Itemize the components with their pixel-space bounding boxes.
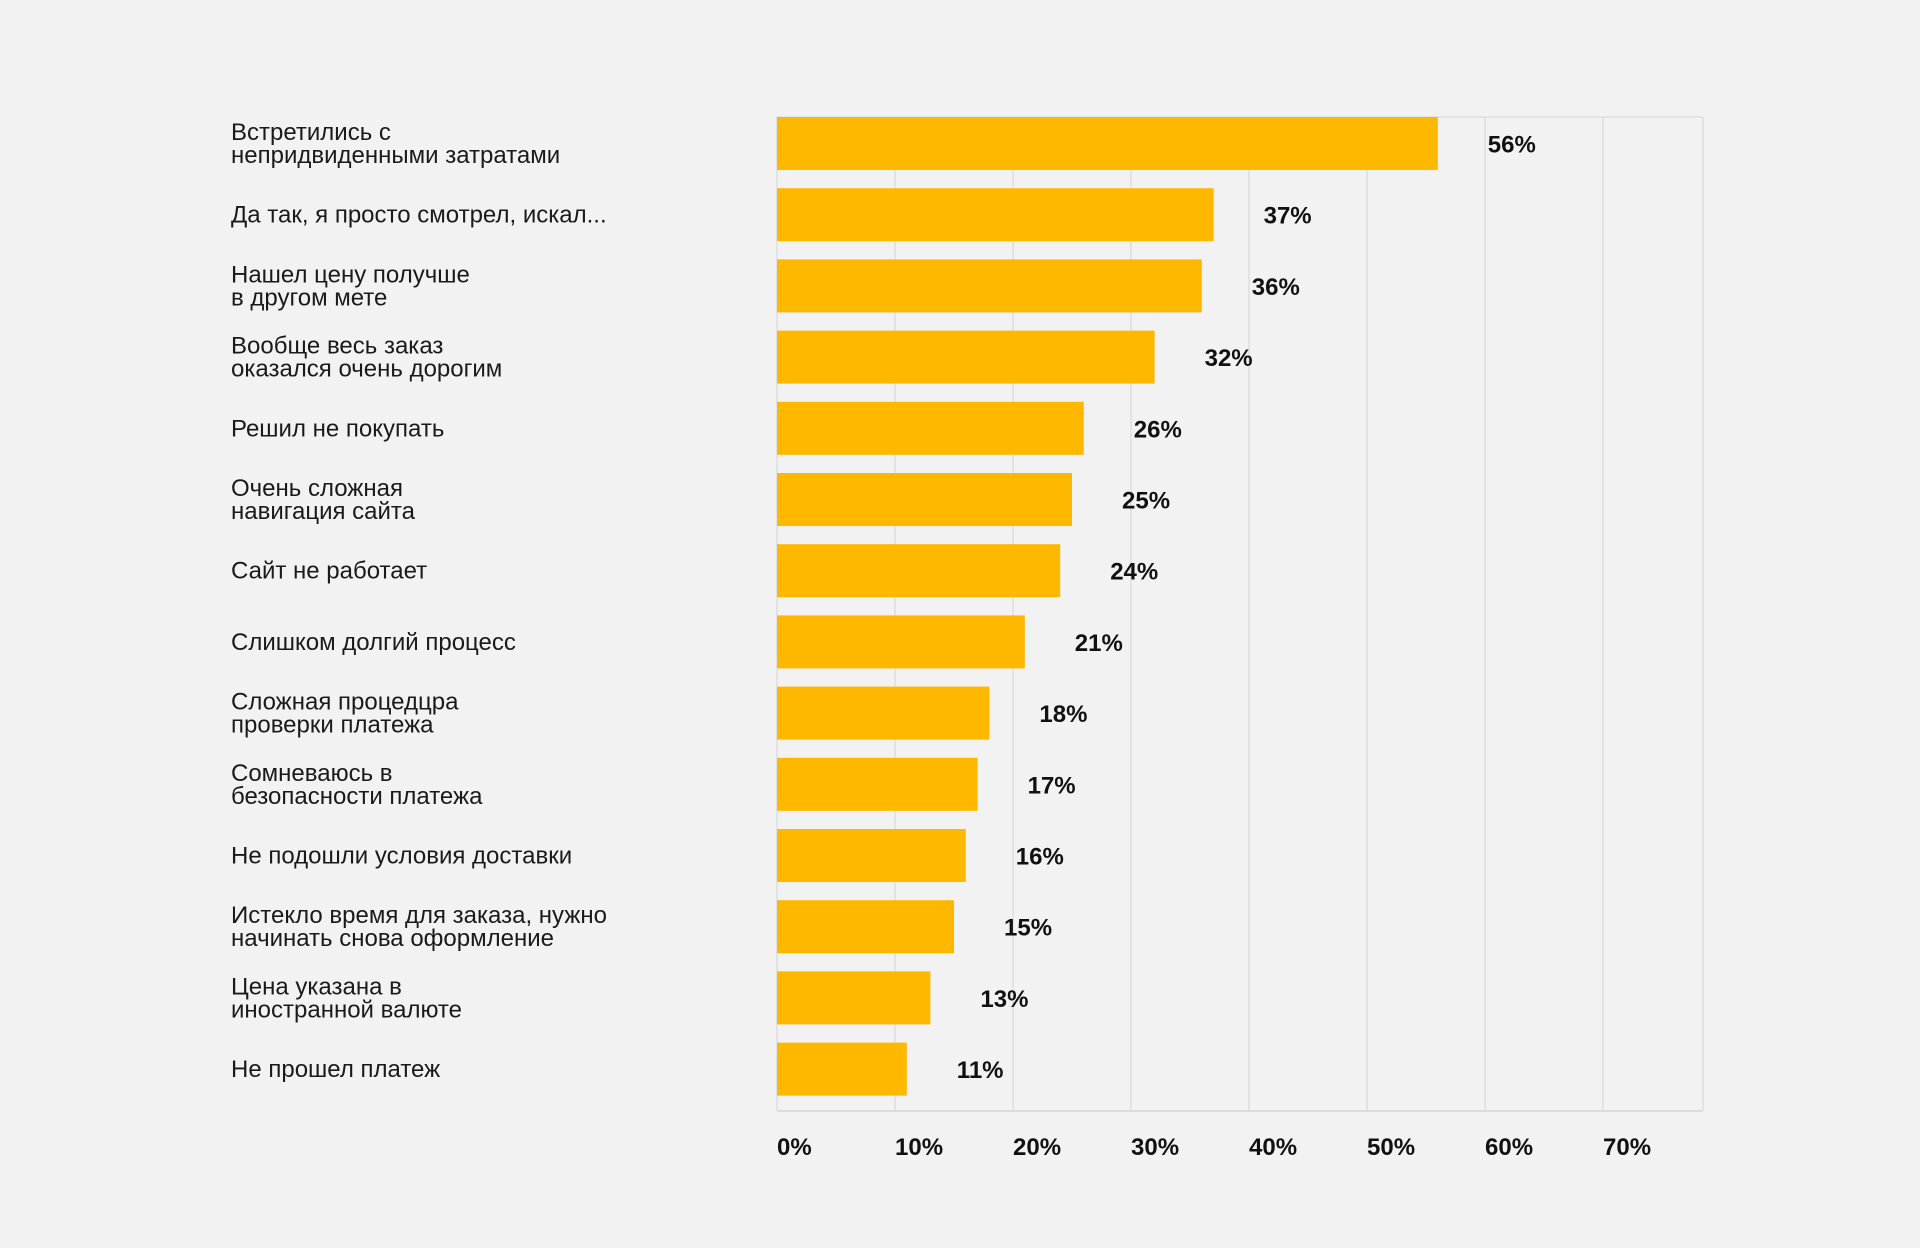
category-label-line: Цена указана в — [231, 973, 402, 1000]
tick-label-70: 70% — [1603, 1134, 1651, 1161]
category-label-3: Нашел цену получше в другом мете — [231, 261, 470, 311]
category-label-line: Сайт не работает — [231, 558, 427, 585]
category-label-6: Очень сложная навигация сайта — [231, 475, 416, 525]
bar-5 — [777, 401, 1084, 455]
category-label-line: Сомневаюсь в — [231, 760, 393, 787]
category-label-line: иностранной валюте — [231, 996, 462, 1023]
value-labels: 56% 37% 36% 32% 26% 25% 24% 21% 18% 17% 16% 15% 13% 1… — [957, 132, 1536, 1085]
value-label-12: 15% — [1004, 915, 1052, 942]
value-label-10: 17% — [1028, 772, 1076, 799]
category-label-line: безопасности платежа — [231, 783, 483, 810]
bar-1 — [777, 117, 1438, 170]
bar-11 — [777, 829, 966, 882]
tick-label-10: 10% — [895, 1134, 943, 1161]
category-label-line: начинать снова оформление — [231, 925, 554, 952]
category-labels: Встретились с непридвиденными затратами Да… — [231, 119, 607, 1083]
tick-label-20: 20% — [1013, 1134, 1061, 1161]
value-label-6: 25% — [1122, 488, 1170, 515]
category-label-14: Не прошел платеж — [231, 1056, 440, 1083]
bar-10 — [777, 757, 978, 811]
category-label-4: Вообще весь заказ оказался очень дорогим — [231, 333, 502, 383]
value-label-8: 21% — [1075, 630, 1123, 657]
value-label-2: 37% — [1264, 203, 1312, 230]
tick-label-50: 50% — [1367, 1134, 1415, 1161]
category-label-13: Цена указана в иностранной валюте — [231, 973, 462, 1023]
category-label-line: Не подошли условия доставки — [231, 843, 572, 870]
bar-4 — [777, 330, 1155, 384]
category-label-8: Слишком долгий процесс — [231, 629, 516, 656]
category-label-line: Вообще весь заказ — [231, 333, 443, 360]
category-label-line: оказался очень дорогим — [231, 356, 502, 383]
category-label-line: Слишком долгий процесс — [231, 629, 516, 656]
value-label-3: 36% — [1252, 274, 1300, 301]
bar-7 — [777, 544, 1061, 598]
tick-label-40: 40% — [1249, 1134, 1297, 1161]
category-label-line: Сложная процедцра — [231, 689, 459, 716]
value-label-1: 56% — [1488, 132, 1536, 159]
bars — [777, 117, 1438, 1096]
category-label-line: Встретились с — [231, 119, 391, 146]
category-label-line: Очень сложная — [231, 475, 403, 502]
bar-12 — [777, 900, 954, 954]
category-label-line: Не прошел платеж — [231, 1056, 440, 1083]
category-label-line: Истекло время для заказа, нужно — [231, 902, 607, 929]
bar-14 — [777, 1042, 907, 1096]
tick-label-30: 30% — [1131, 1134, 1179, 1161]
x-axis-ticks: 0% 10% 20% 30% 40% 50% 60% 70% — [777, 1134, 1651, 1161]
category-label-7: Сайт не работает — [231, 558, 427, 585]
category-label-line: Решил не покупать — [231, 415, 444, 442]
category-label-line: в другом мете — [231, 284, 387, 311]
bar-2 — [777, 188, 1214, 242]
category-label-line: навигация сайта — [231, 498, 416, 525]
value-label-13: 13% — [980, 986, 1028, 1013]
category-label-11: Не подошли условия доставки — [231, 843, 572, 870]
category-label-line: Нашел цену получше — [231, 261, 470, 288]
bar-9 — [777, 686, 990, 740]
bar-6 — [777, 473, 1072, 526]
category-label-line: непридвиденными затратами — [231, 142, 560, 169]
value-label-14: 11% — [957, 1057, 1004, 1084]
category-label-10: Сомневаюсь в безопасности платежа — [231, 760, 483, 810]
value-label-9: 18% — [1039, 701, 1087, 728]
value-label-4: 32% — [1205, 345, 1253, 372]
category-label-line: проверки платежа — [231, 712, 434, 739]
category-label-line: Да так, я просто смотрел, искал... — [231, 202, 607, 229]
category-label-2: Да так, я просто смотрел, искал... — [231, 202, 607, 229]
category-label-5: Решил не покупать — [231, 415, 444, 442]
category-label-9: Сложная процедцра проверки платежа — [231, 689, 459, 739]
category-label-12: Истекло время для заказа, нужно начинать … — [231, 902, 607, 952]
category-label-1: Встретились с непридвиденными затратами — [231, 119, 560, 169]
value-label-5: 26% — [1134, 416, 1182, 443]
bar-8 — [777, 615, 1025, 669]
bar-3 — [777, 259, 1202, 313]
value-label-11: 16% — [1016, 844, 1064, 871]
tick-label-60: 60% — [1485, 1134, 1533, 1161]
bar-13 — [777, 971, 931, 1025]
value-label-7: 24% — [1110, 559, 1158, 586]
tick-label-0: 0% — [777, 1134, 812, 1161]
